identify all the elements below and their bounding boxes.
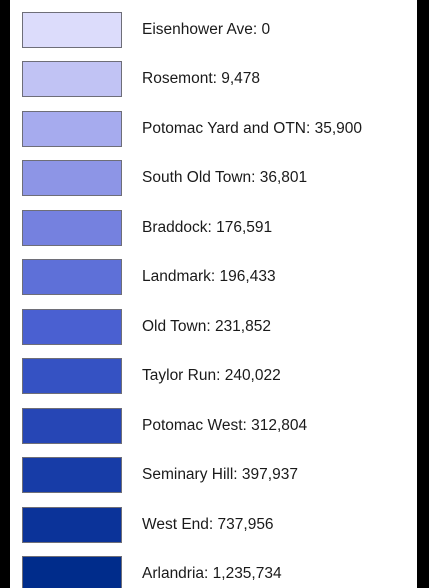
legend-swatch [22,259,122,296]
legend-item: Landmark: 196,433 [22,253,417,303]
legend-item: Potomac West: 312,804 [22,401,417,451]
legend-swatch [22,110,122,147]
legend-label: West End: 737,956 [142,515,274,533]
map-legend: Eisenhower Ave: 0 Rosemont: 9,478 Potoma… [10,0,417,588]
legend-label: South Old Town: 36,801 [142,169,308,187]
legend-swatch [22,209,122,246]
legend-label: Arlandria: 1,235,734 [142,565,282,583]
legend-swatch [22,407,122,444]
legend-item: Potomac Yard and OTN: 35,900 [22,104,417,154]
legend-item: Seminary Hill: 397,937 [22,451,417,501]
legend-swatch [22,11,122,48]
legend-label: Potomac West: 312,804 [142,416,308,434]
legend-item: West End: 737,956 [22,500,417,550]
legend-label: Old Town: 231,852 [142,317,271,335]
legend-label: Eisenhower Ave: 0 [142,20,271,38]
legend-item: Rosemont: 9,478 [22,55,417,105]
legend-list: Eisenhower Ave: 0 Rosemont: 9,478 Potoma… [22,5,417,588]
legend-swatch [22,358,122,395]
legend-label: Seminary Hill: 397,937 [142,466,298,484]
legend-label: Taylor Run: 240,022 [142,367,281,385]
legend-item: Eisenhower Ave: 0 [22,5,417,55]
legend-swatch [22,308,122,345]
legend-swatch [22,506,122,543]
legend-label: Rosemont: 9,478 [142,70,261,88]
legend-swatch [22,61,122,98]
legend-item: Braddock: 176,591 [22,203,417,253]
legend-label: Potomac Yard and OTN: 35,900 [142,119,362,137]
legend-item: South Old Town: 36,801 [22,154,417,204]
legend-item: Old Town: 231,852 [22,302,417,352]
legend-swatch [22,457,122,494]
legend-item: Taylor Run: 240,022 [22,352,417,402]
legend-swatch [22,160,122,197]
legend-label: Landmark: 196,433 [142,268,276,286]
legend-label: Braddock: 176,591 [142,218,273,236]
legend-swatch [22,556,122,588]
legend-item: Arlandria: 1,235,734 [22,550,417,588]
